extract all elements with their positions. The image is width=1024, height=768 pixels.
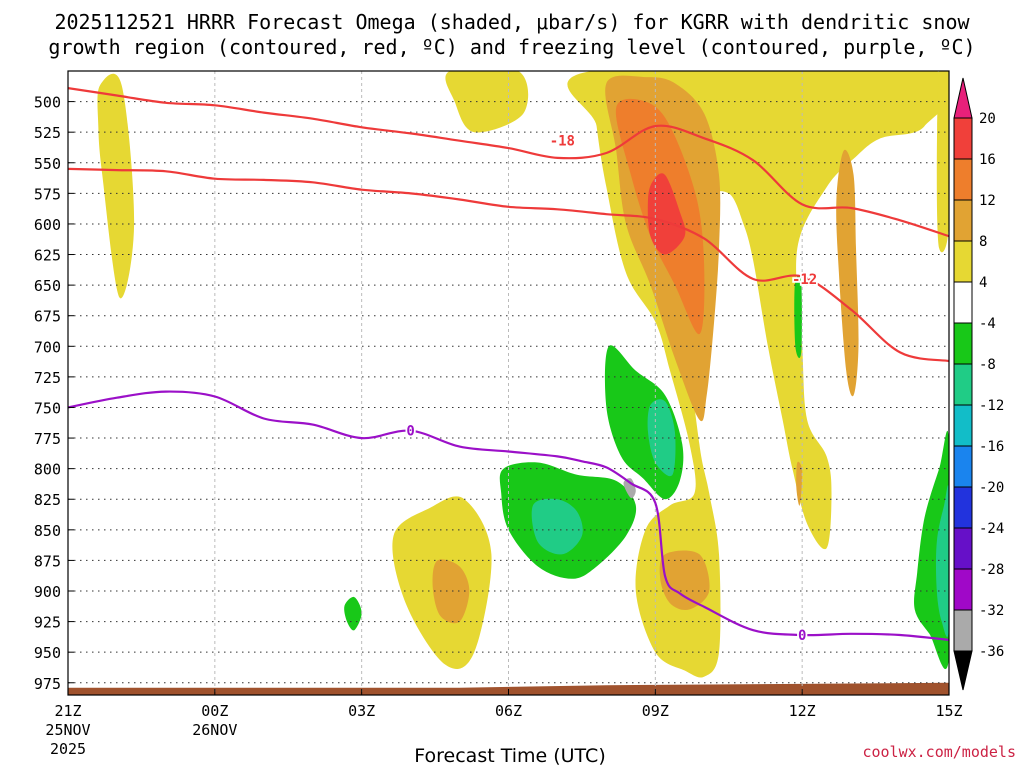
colorbar-label-6: -8 bbox=[979, 357, 996, 373]
contour-labels-layer: -18 -12 0 0 bbox=[405, 132, 819, 646]
y-tick-label-700: 700 bbox=[34, 338, 61, 356]
chart-title-line-1: 2025112521 HRRR Forecast Omega (shaded, … bbox=[54, 10, 970, 34]
omega-ge4-east-edge bbox=[936, 71, 949, 253]
colorbar-bin-4 bbox=[953, 240, 973, 283]
y-tick-label-975: 975 bbox=[34, 675, 61, 693]
contour-label-3: 0 bbox=[798, 628, 806, 644]
colorbar-label-8: -16 bbox=[979, 439, 1004, 455]
y-tick-label-725: 725 bbox=[34, 369, 61, 387]
terrain-surface bbox=[68, 682, 949, 695]
omega-ge8-low-mid bbox=[659, 550, 710, 611]
colorbar-label-3: 8 bbox=[979, 234, 987, 250]
contour-line-0 bbox=[68, 87, 949, 238]
gridlines bbox=[68, 71, 949, 695]
colorbar-bin--36 bbox=[953, 609, 973, 652]
colorbar-label-10: -24 bbox=[979, 521, 1004, 537]
colorbar-bin-16 bbox=[953, 117, 973, 160]
x-axis-label: Forecast Time (UTC) bbox=[414, 745, 605, 767]
y-tick-label-650: 650 bbox=[34, 277, 61, 295]
colorbar-label-1: 16 bbox=[979, 152, 996, 168]
colorbar-label-9: -20 bbox=[979, 480, 1004, 496]
y-tick-label-625: 625 bbox=[34, 247, 61, 265]
colorbar-label-11: -28 bbox=[979, 562, 1004, 578]
colorbar-bin--32 bbox=[953, 568, 973, 611]
y-tick-label-875: 875 bbox=[34, 552, 61, 570]
y-tick-label-775: 775 bbox=[34, 430, 61, 448]
contour-label-2: 0 bbox=[406, 424, 414, 440]
omega-le-8-lower-mid bbox=[531, 498, 583, 555]
y-tick-label-525: 525 bbox=[34, 124, 61, 142]
omega-ge8-blip-12z bbox=[796, 461, 803, 506]
x-tick-label-06Z: 06Z bbox=[495, 702, 522, 720]
contour-lines-layer bbox=[68, 87, 949, 641]
contour-line-2 bbox=[68, 390, 949, 641]
colorbar-bin--20 bbox=[953, 445, 973, 488]
y-tick-label-600: 600 bbox=[34, 216, 61, 234]
y-tick-label-950: 950 bbox=[34, 644, 61, 662]
x-tick-label-15Z: 15Z bbox=[935, 702, 962, 720]
contour-label-1: -12 bbox=[792, 272, 817, 288]
x-tick-label-03Z: 03Z bbox=[348, 702, 375, 720]
omega-le-4-small bbox=[344, 596, 362, 631]
omega-le-8-east bbox=[935, 485, 949, 637]
colorbar-underflow bbox=[953, 650, 973, 691]
y-tick-label-900: 900 bbox=[34, 583, 61, 601]
colorbar-label-12: -32 bbox=[979, 603, 1004, 619]
y-tick-label-675: 675 bbox=[34, 308, 61, 326]
y-tick-label-575: 575 bbox=[34, 185, 61, 203]
colorbar-label-7: -12 bbox=[979, 398, 1004, 414]
x-date-label: 25NOV bbox=[45, 721, 90, 739]
colorbar-label-0: 20 bbox=[979, 111, 996, 127]
contour-label-0: -18 bbox=[550, 134, 575, 150]
colorbar-bin--24 bbox=[953, 486, 973, 529]
colorbar-bin--12 bbox=[953, 363, 973, 406]
y-tick-label-925: 925 bbox=[34, 614, 61, 632]
colorbar-label-4: 4 bbox=[979, 275, 987, 291]
colorbar-bin--8 bbox=[953, 322, 973, 365]
omega-shading-layer bbox=[97, 71, 949, 678]
y-tick-label-850: 850 bbox=[34, 522, 61, 540]
source-credit: coolwx.com/models bbox=[862, 743, 1016, 761]
omega-ge8-low-left bbox=[432, 559, 470, 624]
colorbar-bin-8 bbox=[953, 199, 973, 242]
y-tick-label-800: 800 bbox=[34, 461, 61, 479]
x-date-label: 26NOV bbox=[192, 721, 237, 739]
omega-le-4-thin-12z bbox=[794, 275, 802, 359]
colorbar-label-13: -36 bbox=[979, 644, 1004, 660]
y-axis-ticks: 500 525 550 575 600 625 650 675 700 725 750 775 800 8… bbox=[34, 94, 74, 693]
contour-line-1 bbox=[68, 167, 949, 363]
omega-ge8-east-band bbox=[836, 149, 859, 397]
x-tick-label-09Z: 09Z bbox=[642, 702, 669, 720]
x-year-label: 2025 bbox=[50, 740, 86, 758]
omega-ge4-west bbox=[97, 73, 135, 299]
colorbar-bin-12 bbox=[953, 158, 973, 201]
x-tick-label-21Z: 21Z bbox=[54, 702, 81, 720]
colorbar-label-5: -4 bbox=[979, 316, 996, 332]
colorbar-bin--4 bbox=[953, 281, 973, 324]
omega-ge4-upper-left bbox=[445, 71, 529, 133]
colorbar-overflow bbox=[953, 77, 973, 119]
y-tick-label-500: 500 bbox=[34, 94, 61, 112]
terrain-layer bbox=[68, 682, 949, 695]
colorbar-label-2: 12 bbox=[979, 193, 996, 209]
x-tick-label-00Z: 00Z bbox=[201, 702, 228, 720]
y-tick-label-750: 750 bbox=[34, 399, 61, 417]
y-tick-label-825: 825 bbox=[34, 491, 61, 509]
omega-le-32-speck bbox=[623, 478, 636, 499]
omega-le-8-ascent-band bbox=[647, 399, 676, 477]
omega-colorbar: 20 16 12 8 4 -4 -8 -12 -16 -20 -24 -28 -32 -36 bbox=[953, 77, 1004, 691]
y-tick-label-550: 550 bbox=[34, 155, 61, 173]
x-tick-label-12Z: 12Z bbox=[789, 702, 816, 720]
chart-title-line-2: growth region (contoured, red, ºC) and f… bbox=[48, 35, 975, 59]
colorbar-bin--16 bbox=[953, 404, 973, 447]
colorbar-bin--28 bbox=[953, 527, 973, 570]
